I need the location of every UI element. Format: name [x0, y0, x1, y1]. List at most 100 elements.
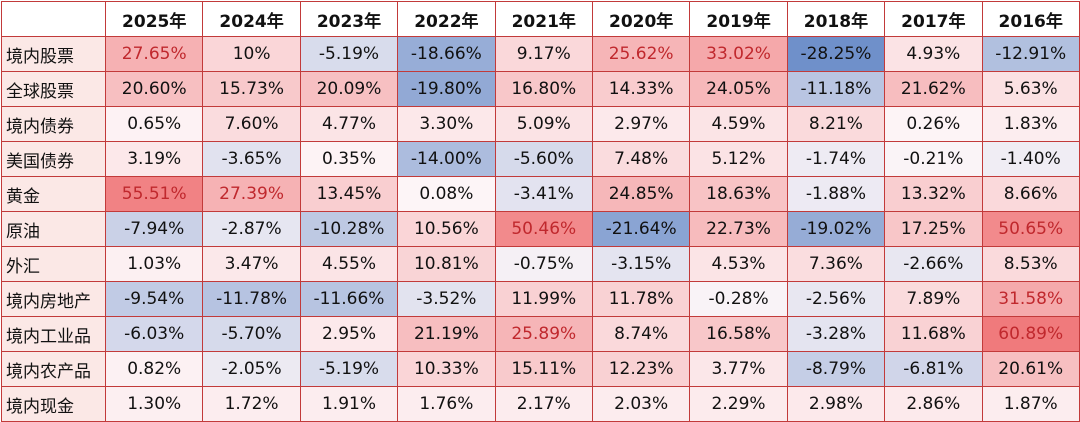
- heatmap-cell: -5.70%: [202, 316, 301, 352]
- heatmap-cell: 2.98%: [786, 386, 886, 422]
- heatmap-cell: -11.78%: [202, 281, 301, 317]
- column-header-year: 2023年: [299, 1, 399, 37]
- heatmap-cell: -6.81%: [884, 351, 983, 387]
- heatmap-cell: 12.23%: [591, 351, 691, 387]
- column-header-year: 2016年: [981, 1, 1080, 37]
- table-row: 境内现金 1.30% 1.72% 1.91% 1.76% 2.17% 2.03% 2.29% 2…: [1, 386, 1080, 422]
- column-header-year: 2021年: [494, 1, 593, 37]
- heatmap-cell: 0.82%: [104, 351, 204, 387]
- heatmap-cell: 16.58%: [689, 316, 788, 352]
- heatmap-cell: 8.66%: [981, 176, 1080, 212]
- heatmap-cell: 8.21%: [786, 106, 886, 142]
- heatmap-cell: 2.29%: [689, 386, 788, 422]
- heatmap-cell: -0.75%: [494, 246, 593, 282]
- heatmap-cell: 16.80%: [494, 71, 593, 107]
- heatmap-cell: 4.53%: [689, 246, 788, 282]
- table-row: 原油 -7.94% -2.87% -10.28% 10.56% 50.46% -21.64%…: [1, 211, 1080, 247]
- heatmap-cell: 24.05%: [689, 71, 788, 107]
- heatmap-cell: 2.03%: [591, 386, 691, 422]
- heatmap-cell: 4.93%: [884, 36, 983, 72]
- heatmap-cell: 27.65%: [104, 36, 204, 72]
- table-row: 境内债券 0.65% 7.60% 4.77% 3.30% 5.09% 2.97% 4.59% 8…: [1, 106, 1080, 142]
- heatmap-cell: -3.41%: [494, 176, 593, 212]
- heatmap-cell: 1.30%: [104, 386, 204, 422]
- heatmap-cell: -2.66%: [884, 246, 983, 282]
- heatmap-cell: 33.02%: [689, 36, 788, 72]
- heatmap-cell: 2.86%: [884, 386, 983, 422]
- column-header-year: 2017年: [884, 1, 983, 37]
- heatmap-cell: 2.97%: [591, 106, 691, 142]
- heatmap-cell: 0.26%: [884, 106, 983, 142]
- heatmap-cell: 5.12%: [689, 141, 788, 177]
- heatmap-cell: -1.88%: [786, 176, 886, 212]
- heatmap-cell: 8.53%: [981, 246, 1080, 282]
- heatmap-cell: -10.28%: [299, 211, 399, 247]
- heatmap-cell: 3.47%: [202, 246, 301, 282]
- row-label: 美国债券: [1, 141, 106, 177]
- heatmap-cell: 17.25%: [884, 211, 983, 247]
- heatmap-cell: -5.19%: [299, 351, 399, 387]
- row-label: 黄金: [1, 176, 106, 212]
- row-label: 外汇: [1, 246, 106, 282]
- heatmap-cell: -6.03%: [104, 316, 204, 352]
- column-header-year: 2018年: [786, 1, 886, 37]
- table-body: 境内股票 27.65% 10% -5.19% -18.66% 9.17% 25.62% 33.…: [1, 36, 1080, 422]
- heatmap-cell: 20.60%: [104, 71, 204, 107]
- heatmap-cell: -3.28%: [786, 316, 886, 352]
- heatmap-cell: 15.73%: [202, 71, 301, 107]
- heatmap-cell: 5.09%: [494, 106, 593, 142]
- heatmap-cell: 9.17%: [494, 36, 593, 72]
- table-row: 境内房地产 -9.54% -11.78% -11.66% -3.52% 11.99% 11.…: [1, 281, 1080, 317]
- heatmap-cell: 7.48%: [591, 141, 691, 177]
- heatmap-cell: 50.46%: [494, 211, 593, 247]
- heatmap-cell: 3.30%: [397, 106, 496, 142]
- heatmap-cell: -2.56%: [786, 281, 886, 317]
- heatmap-cell: -1.74%: [786, 141, 886, 177]
- heatmap-cell: 10.56%: [397, 211, 496, 247]
- heatmap-cell: -14.00%: [397, 141, 496, 177]
- heatmap-cell: 25.62%: [591, 36, 691, 72]
- heatmap-cell: -3.15%: [591, 246, 691, 282]
- heatmap-cell: 21.19%: [397, 316, 496, 352]
- heatmap-cell: -28.25%: [786, 36, 886, 72]
- heatmap-cell: 10.33%: [397, 351, 496, 387]
- heatmap-cell: 25.89%: [494, 316, 593, 352]
- heatmap-cell: 27.39%: [202, 176, 301, 212]
- row-label: 境内现金: [1, 386, 106, 422]
- heatmap-cell: 3.19%: [104, 141, 204, 177]
- heatmap-cell: -5.19%: [299, 36, 399, 72]
- heatmap-cell: 13.32%: [884, 176, 983, 212]
- row-label: 境内股票: [1, 36, 106, 72]
- heatmap-cell: -18.66%: [397, 36, 496, 72]
- heatmap-cell: 1.72%: [202, 386, 301, 422]
- heatmap-cell: 22.73%: [689, 211, 788, 247]
- heatmap-cell: 60.89%: [981, 316, 1080, 352]
- heatmap-cell: 0.08%: [397, 176, 496, 212]
- row-label: 境内工业品: [1, 316, 106, 352]
- heatmap-cell: 8.74%: [591, 316, 691, 352]
- heatmap-cell: 1.91%: [299, 386, 399, 422]
- heatmap-cell: 13.45%: [299, 176, 399, 212]
- heatmap-cell: -11.66%: [299, 281, 399, 317]
- row-label: 原油: [1, 211, 106, 247]
- heatmap-cell: 0.65%: [104, 106, 204, 142]
- heatmap-cell: 7.60%: [202, 106, 301, 142]
- heatmap-cell: 18.63%: [689, 176, 788, 212]
- heatmap-cell: -1.40%: [981, 141, 1080, 177]
- heatmap-cell: 4.77%: [299, 106, 399, 142]
- heatmap-cell: 0.35%: [299, 141, 399, 177]
- heatmap-cell: -0.28%: [689, 281, 788, 317]
- row-label: 全球股票: [1, 71, 106, 107]
- heatmap-cell: 3.77%: [689, 351, 788, 387]
- heatmap-cell: 2.95%: [299, 316, 399, 352]
- table-row: 美国债券 3.19% -3.65% 0.35% -14.00% -5.60% 7.48% 5.…: [1, 141, 1080, 177]
- heatmap-cell: 10%: [202, 36, 301, 72]
- corner-cell: [1, 1, 106, 37]
- row-label: 境内债券: [1, 106, 106, 142]
- heatmap-cell: 1.03%: [104, 246, 204, 282]
- heatmap-cell: 10.81%: [397, 246, 496, 282]
- heatmap-cell: -2.87%: [202, 211, 301, 247]
- heatmap-cell: 21.62%: [884, 71, 983, 107]
